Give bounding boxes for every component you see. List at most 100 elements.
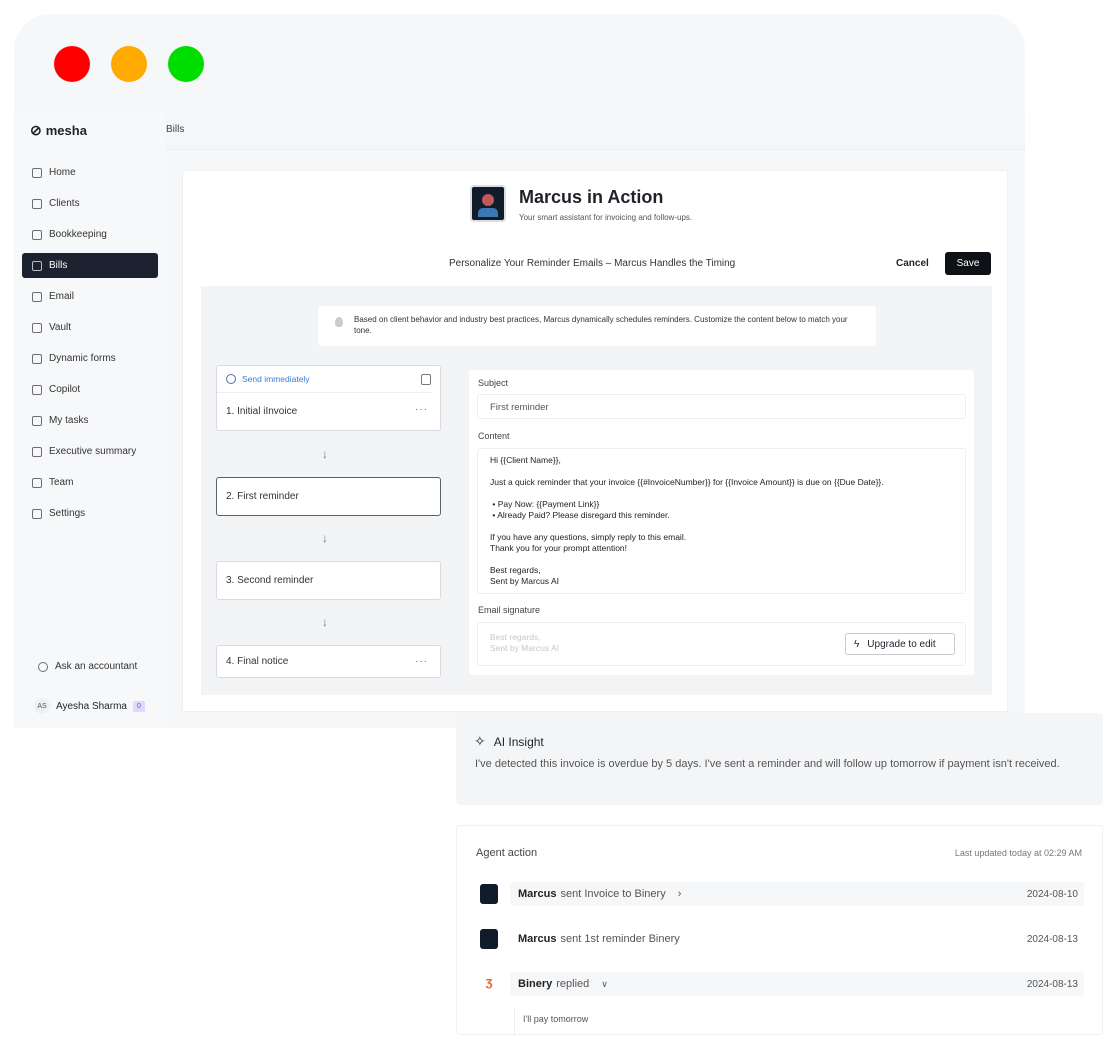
agent-action-card: Agent action Last updated today at 02:29… xyxy=(456,825,1104,1036)
content-bullet: • Already Paid? Please disregard this re… xyxy=(490,510,670,520)
content-bullet: • Pay Now: {{Payment Link}} xyxy=(490,499,600,509)
vault-icon xyxy=(32,322,42,333)
sidebar-item-label: My tasks xyxy=(49,415,89,426)
marcus-avatar xyxy=(470,185,506,222)
close-window-button[interactable] xyxy=(54,46,90,82)
team-icon xyxy=(32,477,42,488)
lightbulb-icon xyxy=(335,317,343,327)
marcus-avatar xyxy=(480,929,498,949)
sparkle-icon: ✧ xyxy=(474,733,486,749)
cancel-button[interactable]: Cancel xyxy=(896,258,929,269)
sidebar-item-vault[interactable]: Vault xyxy=(22,315,158,340)
sidebar-item-label: Bookkeeping xyxy=(49,229,107,240)
mesha-logo-icon: ⊘ xyxy=(30,122,42,138)
sidebar-item-settings[interactable]: Settings xyxy=(22,501,158,526)
subject-label: Subject xyxy=(478,378,509,388)
action: sent 1st reminder Binery xyxy=(560,933,680,945)
sidebar-item-label: Executive summary xyxy=(49,446,137,457)
content-sender: Sent by Marcus AI xyxy=(490,576,559,586)
arrow-down-icon: ↓ xyxy=(322,615,328,629)
step-label: 1. Initial iInvoice xyxy=(226,406,298,417)
ask-accountant-button[interactable]: Ask an accountant xyxy=(28,654,164,679)
chevron-down-icon[interactable]: ∨ xyxy=(601,978,608,989)
email-editor: Subject First reminder Content Hi {{Clie… xyxy=(469,370,974,675)
sidebar-item-executive-summary[interactable]: Executive summary xyxy=(22,439,158,464)
content-closing: Best regards, xyxy=(490,565,541,575)
sidebar-item-dynamic-forms[interactable]: Dynamic forms xyxy=(22,346,158,371)
sidebar-item-my-tasks[interactable]: My tasks xyxy=(22,408,158,433)
upgrade-to-edit-button[interactable]: ϟ Upgrade to edit xyxy=(845,633,955,655)
content-textarea[interactable]: Hi {{Client Name}}, Just a quick reminde… xyxy=(477,448,966,594)
maximize-window-button[interactable] xyxy=(168,46,204,82)
sidebar-item-label: Home xyxy=(49,167,76,178)
action-date: 2024-08-13 xyxy=(1026,933,1078,945)
receipt-icon xyxy=(32,260,42,271)
binery-logo-icon: ʒ xyxy=(480,974,498,994)
action-date: 2024-08-13 xyxy=(1026,978,1078,990)
user-profile[interactable]: AS Ayesha Sharma 0 xyxy=(34,698,145,714)
person-icon xyxy=(38,661,48,672)
signature-line: Sent by Marcus AI xyxy=(490,643,559,653)
more-options-icon[interactable]: ··· xyxy=(415,656,428,667)
form-icon xyxy=(32,353,42,364)
insight-text: I've detected this invoice is overdue by… xyxy=(475,758,1060,770)
step-card-2[interactable]: 2. First reminder xyxy=(216,477,441,516)
home-icon xyxy=(32,167,42,178)
sidebar: ⊘ mesha Home Clients Bookkeeping Bills Email V… xyxy=(14,110,166,728)
top-bar: Bills xyxy=(166,110,1025,150)
copilot-icon xyxy=(32,384,42,395)
actor: Marcus xyxy=(518,933,557,945)
content-greeting: Hi {{Client Name}}, xyxy=(490,455,561,465)
content-line: If you have any questions, simply reply … xyxy=(490,532,687,542)
sidebar-item-team[interactable]: Team xyxy=(22,470,158,495)
sidebar-item-copilot[interactable]: Copilot xyxy=(22,377,158,402)
agent-action-row[interactable]: Marcus sent Invoice to Binery › 2024-08-10 xyxy=(457,879,1104,909)
actor: Marcus xyxy=(518,888,557,900)
sidebar-item-label: Team xyxy=(49,477,74,488)
sidebar-item-label: Vault xyxy=(49,322,72,333)
sidebar-item-bookkeeping[interactable]: Bookkeeping xyxy=(22,222,158,247)
users-icon xyxy=(32,198,42,209)
calendar-icon[interactable] xyxy=(421,374,431,385)
sidebar-item-home[interactable]: Home xyxy=(22,160,158,185)
content-line: Thank you for your prompt attention! xyxy=(490,543,628,553)
notification-badge: 0 xyxy=(132,700,145,712)
arrow-down-icon: ↓ xyxy=(322,531,328,545)
action-date: 2024-08-10 xyxy=(1026,888,1078,900)
sidebar-item-label: Email xyxy=(49,291,75,302)
sidebar-item-email[interactable]: Email xyxy=(22,284,158,309)
step-card-1[interactable]: Send immediately 1. Initial iInvoice ··· xyxy=(216,365,441,431)
chevron-right-icon[interactable]: › xyxy=(677,888,682,900)
breadcrumb: Bills xyxy=(166,124,185,135)
clipboard-icon xyxy=(32,415,42,426)
reply-text: I'll pay tomorrow xyxy=(514,1008,588,1036)
sidebar-item-label: Clients xyxy=(49,198,80,209)
logo: ⊘ mesha xyxy=(30,122,87,138)
agent-action-title: Agent action xyxy=(476,847,538,859)
mail-icon xyxy=(32,291,42,302)
agent-action-row: Marcus sent 1st reminder Binery 2024-08-1… xyxy=(457,924,1104,954)
step-label: 2. First reminder xyxy=(226,491,299,502)
subject-input[interactable]: First reminder xyxy=(477,394,966,419)
agent-action-row[interactable]: ʒ Binery replied ∨ 2024-08-13 xyxy=(457,969,1104,999)
sidebar-item-label: Settings xyxy=(49,508,86,519)
actor: Binery xyxy=(518,978,553,990)
step-card-3[interactable]: 3. Second reminder xyxy=(216,561,441,600)
sidebar-item-label: Dynamic forms xyxy=(49,353,116,364)
gear-icon xyxy=(32,508,42,519)
signature-line: Best regards, xyxy=(490,632,541,642)
minimize-window-button[interactable] xyxy=(111,46,147,82)
last-updated: Last updated today at 02:29 AM xyxy=(954,848,1082,858)
more-options-icon[interactable]: ··· xyxy=(415,404,428,415)
content-body: Just a quick reminder that your invoice … xyxy=(490,477,884,487)
sidebar-item-label: Bills xyxy=(49,260,68,271)
frame-icon xyxy=(32,229,42,240)
save-button[interactable]: Save xyxy=(945,252,991,275)
sidebar-item-clients[interactable]: Clients xyxy=(22,191,158,216)
avatar: AS xyxy=(34,698,50,714)
lightning-icon: ϟ xyxy=(854,638,860,650)
clock-icon xyxy=(226,374,236,384)
document-icon xyxy=(32,446,42,457)
step-card-4[interactable]: 4. Final notice ··· xyxy=(216,645,441,678)
sidebar-item-bills[interactable]: Bills xyxy=(22,253,158,278)
